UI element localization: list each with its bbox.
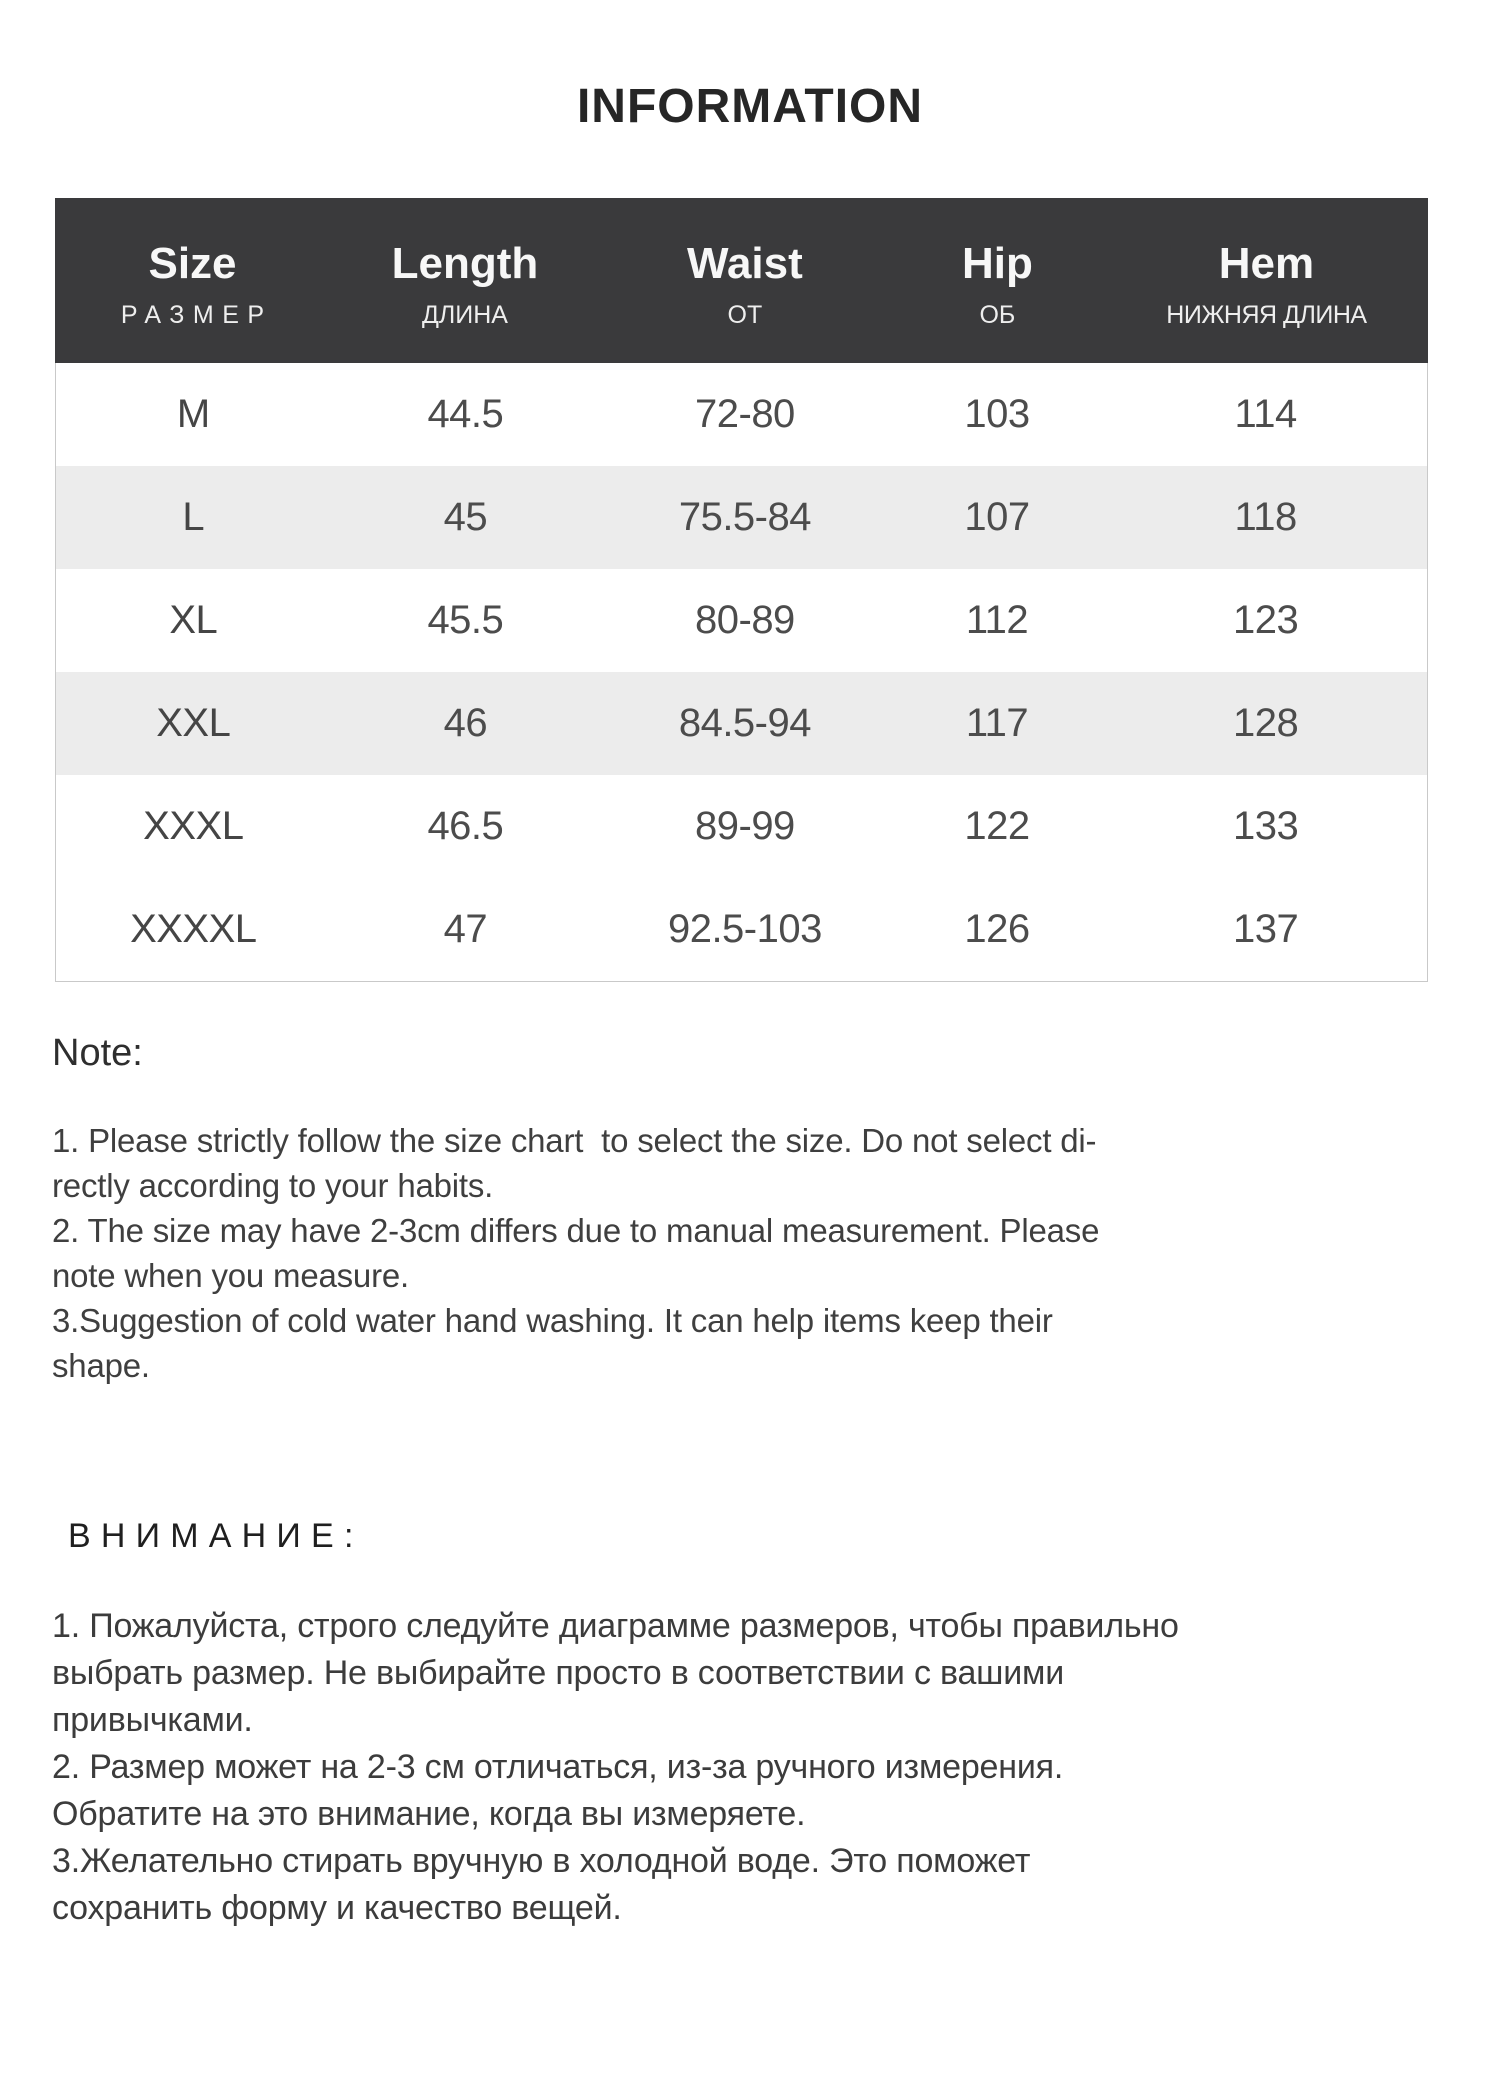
- note-line: 1. Пожалуйста, строго следуйте диаграмме…: [52, 1607, 1179, 1645]
- table-row: XXXL 46.5 89-99 122 133: [56, 775, 1427, 878]
- cell-hem: 123: [1233, 598, 1299, 642]
- table-header-row: Size РАЗМЕР Length ДЛИНА Waist ОТ Hip ОБ…: [55, 198, 1428, 363]
- column-header-hem: Hem НИЖНЯЯ ДЛИНА: [1105, 198, 1428, 363]
- cell-size: XL: [169, 598, 218, 642]
- cell-size: XXL: [156, 701, 231, 745]
- note-heading-russian: ВНИМАНИЕ:: [68, 1517, 364, 1555]
- size-chart-table: Size РАЗМЕР Length ДЛИНА Waist ОТ Hip ОБ…: [55, 198, 1428, 982]
- note-text-russian: 1. Пожалуйста, строго следуйте диаграмме…: [52, 1603, 1500, 1932]
- cell-length: 47: [443, 907, 488, 951]
- table-row: XXL 46 84.5-94 117 128: [56, 672, 1427, 775]
- table-row: L 45 75.5-84 107 118: [56, 466, 1427, 569]
- table-row: XXXXL 47 92.5-103 126 137: [56, 878, 1427, 981]
- column-sublabel: РАЗМЕР: [120, 300, 273, 329]
- cell-hem: 114: [1234, 392, 1298, 436]
- cell-length: 44.5: [427, 392, 504, 436]
- size-information-page: INFORMATION Size РАЗМЕР Length ДЛИНА Wai…: [0, 82, 1500, 2082]
- cell-hip: 112: [965, 598, 1029, 642]
- cell-size: XXXXL: [130, 907, 257, 951]
- note-line: 3.Желательно стирать вручную в холодной …: [52, 1842, 1031, 1880]
- cell-size: L: [182, 495, 205, 539]
- column-header-hip: Hip ОБ: [890, 198, 1105, 363]
- table-row: M 44.5 72-80 103 114: [56, 363, 1427, 466]
- cell-hem: 133: [1233, 804, 1299, 848]
- cell-hip: 126: [964, 907, 1030, 951]
- cell-hip: 107: [964, 495, 1030, 539]
- cell-hem: 137: [1233, 907, 1299, 951]
- note-line: Обратите на это внимание, когда вы измер…: [52, 1795, 806, 1833]
- cell-waist: 89-99: [695, 804, 795, 848]
- column-label: Length: [391, 238, 539, 288]
- cell-waist: 80-89: [695, 598, 795, 642]
- note-line: выбрать размер. Не выбирайте просто в со…: [52, 1654, 1065, 1692]
- note-text-english: 1. Please strictly follow the size chart…: [52, 1118, 1500, 1388]
- column-sublabel: ОТ: [727, 300, 763, 329]
- cell-length: 45: [443, 495, 488, 539]
- note-heading-english: Note:: [52, 1032, 143, 1074]
- note-line: сохранить форму и качество вещей.: [52, 1889, 622, 1927]
- cell-hem: 128: [1233, 701, 1299, 745]
- column-header-length: Length ДЛИНА: [330, 198, 600, 363]
- note-line: 1. Please strictly follow the size chart…: [52, 1122, 1097, 1159]
- cell-waist: 92.5-103: [667, 907, 822, 951]
- column-label: Waist: [687, 238, 803, 288]
- note-line: shape.: [52, 1347, 150, 1384]
- cell-size: M: [176, 392, 210, 436]
- column-sublabel: НИЖНЯЯ ДЛИНА: [1166, 300, 1367, 329]
- note-line: 2. Размер может на 2-3 см отличаться, из…: [52, 1748, 1064, 1786]
- cell-hip: 103: [964, 392, 1030, 436]
- cell-hem: 118: [1234, 495, 1298, 539]
- cell-length: 45.5: [427, 598, 504, 642]
- column-label: Hem: [1218, 238, 1315, 288]
- cell-hip: 117: [965, 701, 1029, 745]
- column-header-size: Size РАЗМЕР: [55, 198, 330, 363]
- table-body: M 44.5 72-80 103 114 L 45 75.5-84 107 11…: [56, 363, 1427, 981]
- note-line: 3.Suggestion of cold water hand washing.…: [52, 1302, 1053, 1339]
- cell-length: 46.5: [427, 804, 504, 848]
- column-label: Hip: [961, 238, 1033, 288]
- cell-waist: 84.5-94: [678, 701, 812, 745]
- note-line: note when you measure.: [52, 1257, 409, 1294]
- column-sublabel: ДЛИНА: [421, 300, 508, 329]
- note-line: rectly according to your habits.: [52, 1167, 494, 1204]
- column-header-waist: Waist ОТ: [600, 198, 890, 363]
- cell-waist: 72-80: [695, 392, 795, 436]
- column-sublabel: ОБ: [979, 300, 1016, 329]
- cell-size: XXXL: [143, 804, 244, 848]
- cell-hip: 122: [964, 804, 1030, 848]
- cell-waist: 75.5-84: [678, 495, 812, 539]
- note-line: 2. The size may have 2-3cm differs due t…: [52, 1212, 1100, 1249]
- cell-length: 46: [443, 701, 488, 745]
- note-line: привычками.: [52, 1701, 253, 1739]
- page-title: INFORMATION: [576, 80, 924, 133]
- column-label: Size: [148, 238, 237, 288]
- table-row: XL 45.5 80-89 112 123: [56, 569, 1427, 672]
